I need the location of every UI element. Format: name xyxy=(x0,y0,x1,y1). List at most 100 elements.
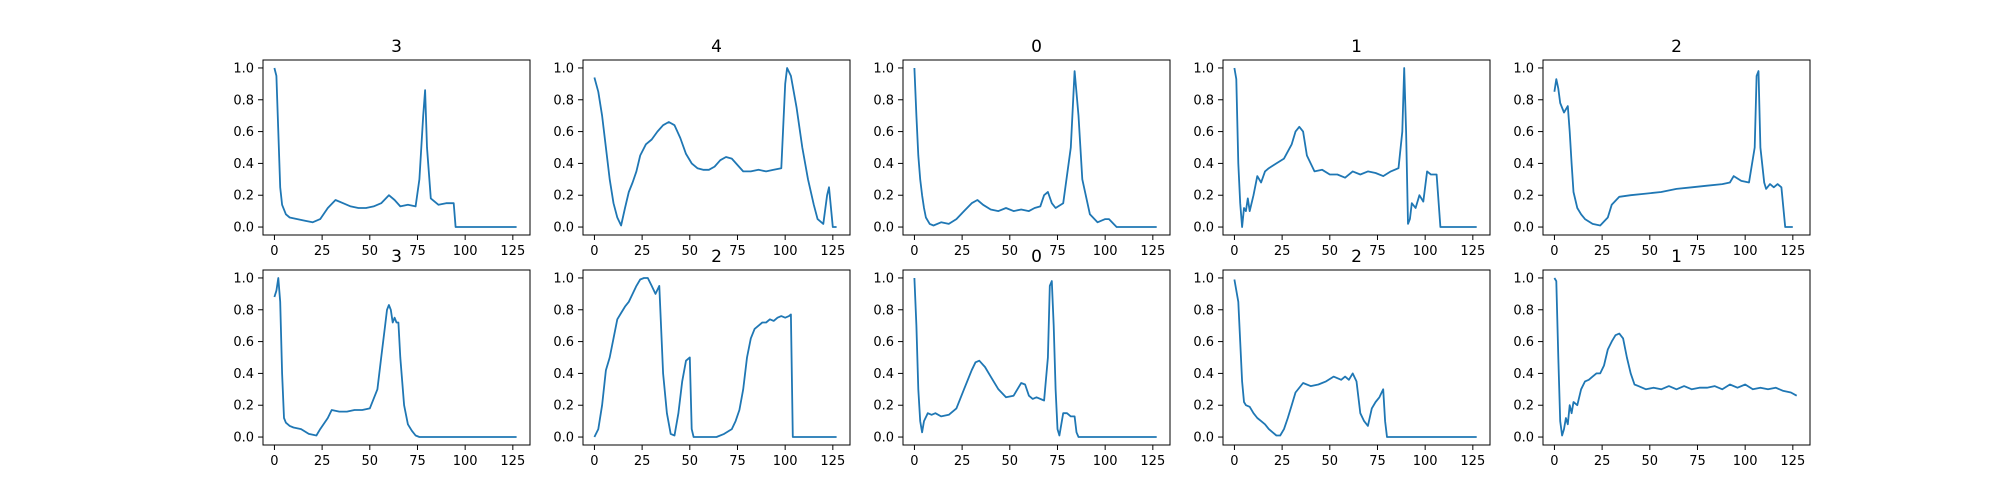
x-tick-label: 125 xyxy=(820,454,845,469)
series-line xyxy=(593,277,837,438)
y-tick-label: 0.2 xyxy=(1193,399,1214,414)
x-tick-label: 125 xyxy=(500,454,525,469)
x-tick-label: 0 xyxy=(1230,454,1238,469)
y-tick-label: 0.6 xyxy=(553,125,574,140)
y-tick-label: 1.0 xyxy=(233,61,254,76)
x-tick-label: 0 xyxy=(1550,454,1558,469)
axes-frame xyxy=(262,269,531,446)
y-tick-label: 0.2 xyxy=(233,189,254,204)
y-tick-label: 0.6 xyxy=(233,335,254,350)
x-tick-label: 125 xyxy=(820,244,845,259)
y-tick-label: 0.0 xyxy=(553,221,574,236)
series-line xyxy=(273,67,517,228)
x-tick-label: 100 xyxy=(453,454,478,469)
x-tick-label: 50 xyxy=(1002,244,1019,259)
x-tick-label: 25 xyxy=(1594,454,1611,469)
y-tick-label: 1.0 xyxy=(873,271,894,286)
axes-frame xyxy=(582,269,851,446)
panel-title: 0 xyxy=(1031,37,1042,57)
y-tick-label: 0.0 xyxy=(1193,221,1214,236)
x-tick-label: 0 xyxy=(270,244,278,259)
series-line xyxy=(273,277,517,438)
x-tick-label: 25 xyxy=(314,244,331,259)
y-tick-label: 0.0 xyxy=(553,431,574,446)
y-tick-label: 0.0 xyxy=(873,431,894,446)
y-tick-label: 0.6 xyxy=(873,335,894,350)
panel-title: 4 xyxy=(711,37,722,57)
y-tick-label: 0.8 xyxy=(873,93,894,108)
x-tick-label: 50 xyxy=(1002,454,1019,469)
panel-9: 2 0 25 50 75 100 125 0.0 0.2 0.4 0.6 0.8 1.0 xyxy=(1193,247,1491,469)
y-tick-label: 0.4 xyxy=(553,157,574,172)
panel-6: 3 0 25 50 75 100 125 0.0 0.2 0.4 0.6 0.8 1.0 xyxy=(233,247,531,469)
y-tick-label: 0.4 xyxy=(1513,157,1534,172)
y-tick-label: 0.2 xyxy=(1193,189,1214,204)
x-tick-label: 100 xyxy=(773,244,798,259)
axes-frame xyxy=(1222,59,1491,236)
y-tick-label: 0.8 xyxy=(873,303,894,318)
y-tick-label: 0.0 xyxy=(873,221,894,236)
axes-frame xyxy=(582,59,851,236)
x-tick-label: 75 xyxy=(729,244,746,259)
panel-1: 3 0 25 50 75 100 125 0.0 0.2 0.4 0.6 0.8 1.0 xyxy=(233,37,531,259)
x-tick-label: 125 xyxy=(1780,244,1805,259)
y-tick-label: 0.4 xyxy=(873,367,894,382)
y-tick-label: 0.8 xyxy=(1513,303,1534,318)
axes-frame xyxy=(902,269,1171,446)
x-tick-label: 25 xyxy=(1274,454,1291,469)
y-tick-label: 0.6 xyxy=(1513,125,1534,140)
x-tick-label: 50 xyxy=(1322,454,1339,469)
axes-frame xyxy=(1542,59,1811,236)
y-tick-label: 0.4 xyxy=(1193,367,1214,382)
x-tick-label: 125 xyxy=(1140,454,1165,469)
series-line xyxy=(1553,70,1793,228)
y-tick-label: 0.2 xyxy=(1513,189,1534,204)
x-tick-label: 125 xyxy=(1460,244,1485,259)
x-tick-label: 25 xyxy=(954,244,971,259)
y-tick-label: 0.4 xyxy=(233,157,254,172)
y-tick-label: 0.4 xyxy=(873,157,894,172)
x-tick-label: 50 xyxy=(682,244,699,259)
x-tick-label: 25 xyxy=(314,454,331,469)
x-tick-label: 75 xyxy=(729,454,746,469)
y-tick-label: 1.0 xyxy=(233,271,254,286)
x-tick-label: 0 xyxy=(910,244,918,259)
x-tick-label: 0 xyxy=(590,244,598,259)
y-tick-label: 0.6 xyxy=(553,335,574,350)
y-tick-label: 0.0 xyxy=(233,431,254,446)
y-tick-label: 0.6 xyxy=(233,125,254,140)
y-tick-label: 0.6 xyxy=(1193,335,1214,350)
x-tick-label: 50 xyxy=(682,454,699,469)
series-line xyxy=(593,67,837,228)
panel-title: 3 xyxy=(391,247,402,267)
y-tick-label: 0.2 xyxy=(553,189,574,204)
x-tick-label: 50 xyxy=(1642,244,1659,259)
y-tick-label: 0.6 xyxy=(873,125,894,140)
panel-title: 2 xyxy=(1671,37,1682,57)
axes-frame xyxy=(902,59,1171,236)
x-tick-label: 25 xyxy=(1594,244,1611,259)
x-tick-label: 0 xyxy=(1550,244,1558,259)
x-tick-label: 100 xyxy=(453,244,478,259)
panel-2: 4 0 25 50 75 100 125 0.0 0.2 0.4 0.6 0.8 1.0 xyxy=(553,37,851,259)
series-line xyxy=(1233,67,1477,228)
x-tick-label: 75 xyxy=(409,454,426,469)
y-tick-label: 0.8 xyxy=(1193,93,1214,108)
x-tick-label: 75 xyxy=(1049,244,1066,259)
panel-4: 1 0 25 50 75 100 125 0.0 0.2 0.4 0.6 0.8 1.0 xyxy=(1193,37,1491,259)
y-tick-label: 1.0 xyxy=(553,61,574,76)
y-tick-label: 0.0 xyxy=(1193,431,1214,446)
x-tick-label: 100 xyxy=(1093,244,1118,259)
y-tick-label: 0.2 xyxy=(873,189,894,204)
x-tick-label: 25 xyxy=(634,244,651,259)
x-tick-label: 100 xyxy=(1413,244,1438,259)
y-tick-label: 0.0 xyxy=(1513,221,1534,236)
y-tick-label: 0.6 xyxy=(1513,335,1534,350)
panel-10: 1 0 25 50 75 100 125 0.0 0.2 0.4 0.6 0.8 1.0 xyxy=(1513,247,1811,469)
x-tick-label: 75 xyxy=(1369,454,1386,469)
x-tick-label: 25 xyxy=(634,454,651,469)
series-line xyxy=(1233,279,1477,438)
panel-7: 2 0 25 50 75 100 125 0.0 0.2 0.4 0.6 0.8 1.0 xyxy=(553,247,851,469)
y-tick-label: 0.8 xyxy=(1193,303,1214,318)
